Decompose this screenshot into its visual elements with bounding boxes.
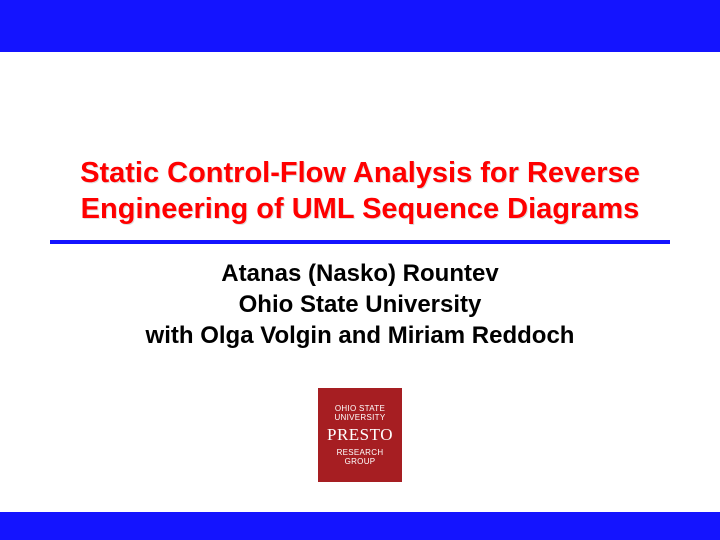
affiliation: Ohio State University	[50, 289, 670, 320]
logo-university-line2: UNIVERSITY	[334, 413, 385, 422]
authors-block: Atanas (Nasko) Rountev Ohio State Univer…	[50, 258, 670, 352]
logo-group: GROUP	[345, 457, 376, 466]
title-line-2: Engineering of UML Sequence Diagrams	[50, 191, 670, 227]
top-bar	[0, 0, 720, 52]
title-line-1: Static Control-Flow Analysis for Reverse	[50, 155, 670, 191]
logo-research: RESEARCH	[337, 448, 384, 457]
slide-title: Static Control-Flow Analysis for Reverse…	[50, 155, 670, 228]
logo-presto: PRESTO	[327, 425, 393, 445]
logo-university-line1: OHIO STATE	[335, 404, 385, 413]
bottom-bar	[0, 512, 720, 540]
coauthors: with Olga Volgin and Miriam Reddoch	[50, 320, 670, 351]
title-divider	[50, 240, 670, 244]
author-name: Atanas (Nasko) Rountev	[50, 258, 670, 289]
presto-logo: OHIO STATE UNIVERSITY PRESTO RESEARCH GR…	[318, 388, 402, 482]
